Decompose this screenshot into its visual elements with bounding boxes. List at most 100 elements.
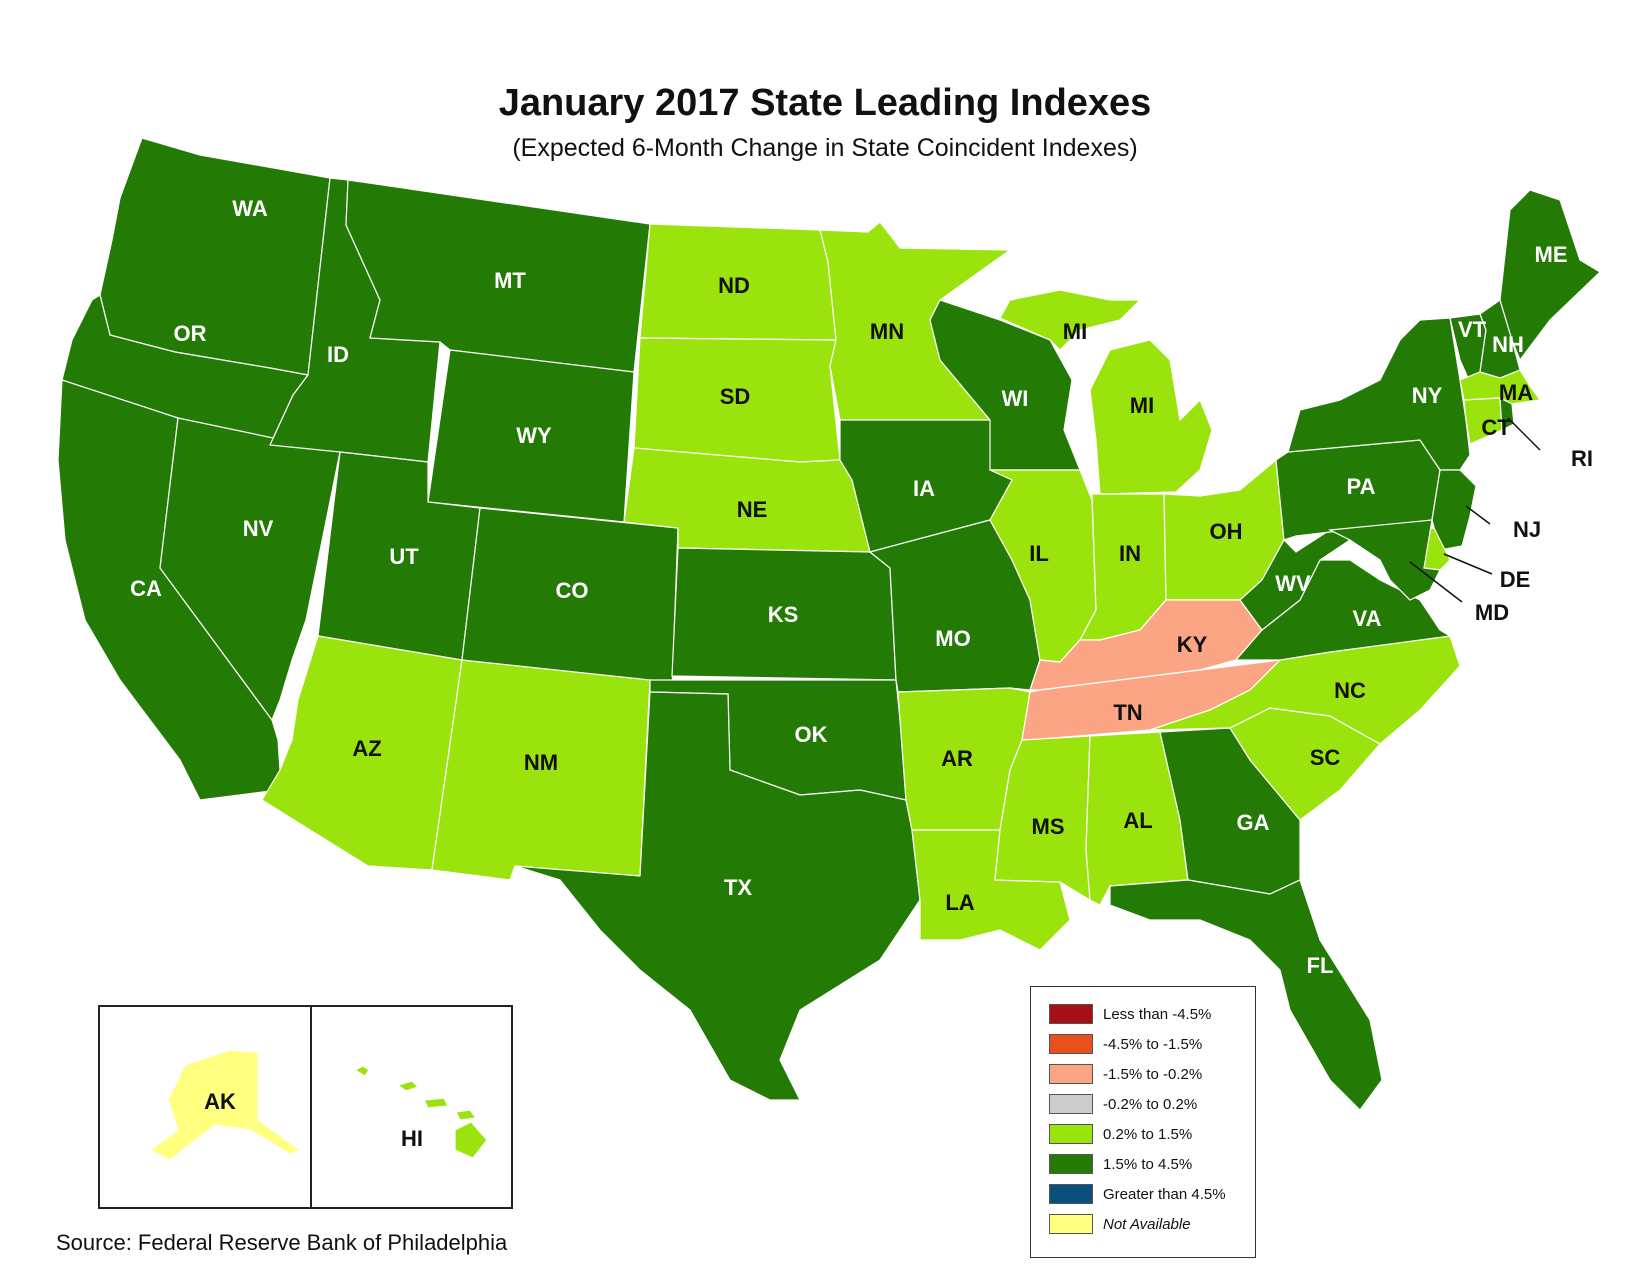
label-mt: MT [494, 268, 526, 293]
legend-swatch [1049, 1184, 1093, 1204]
inset-divider [310, 1005, 312, 1209]
state-me[interactable] [1499, 189, 1601, 362]
label-ok: OK [795, 722, 828, 747]
label-in: IN [1119, 541, 1141, 566]
label-mo: MO [935, 626, 970, 651]
label-or: OR [174, 321, 207, 346]
state-mt[interactable] [345, 179, 651, 373]
label-wa: WA [232, 196, 268, 221]
md-pointer-line [1409, 561, 1463, 603]
state-mi-lp[interactable] [1089, 339, 1213, 495]
label-nv: NV [243, 516, 274, 541]
label-ut: UT [389, 544, 419, 569]
legend-label: -4.5% to -1.5% [1103, 1035, 1203, 1053]
legend: Less than -4.5% -4.5% to -1.5% -1.5% to … [1030, 986, 1256, 1258]
label-ky: KY [1177, 632, 1208, 657]
label-va: VA [1353, 606, 1382, 631]
state-md[interactable] [1327, 519, 1441, 601]
label-fl: FL [1307, 953, 1334, 978]
label-wv: WV [1275, 571, 1311, 596]
legend-label: 1.5% to 4.5% [1103, 1155, 1193, 1173]
label-nc: NC [1334, 678, 1366, 703]
label-oh: OH [1210, 519, 1243, 544]
map-subtitle: (Expected 6-Month Change in State Coinci… [512, 134, 1138, 162]
label-ms: MS [1032, 814, 1065, 839]
label-wy: WY [516, 423, 552, 448]
de-pointer-line [1443, 553, 1493, 575]
legend-item: -1.5% to -0.2% [1031, 1059, 1255, 1089]
label-nd: ND [718, 273, 750, 298]
label-ak: AK [204, 1089, 236, 1114]
label-ca: CA [130, 576, 162, 601]
label-ma: MA [1499, 380, 1533, 405]
label-ny: NY [1412, 383, 1443, 408]
label-hi: HI [401, 1126, 423, 1151]
label-md: MD [1475, 600, 1509, 625]
state-tx[interactable] [514, 691, 921, 1101]
label-ks: KS [768, 602, 799, 627]
legend-swatch [1049, 1214, 1093, 1234]
legend-item: -0.2% to 0.2% [1031, 1089, 1255, 1119]
state-ct[interactable] [1463, 397, 1503, 445]
label-vt: VT [1458, 317, 1487, 342]
legend-label: Greater than 4.5% [1103, 1185, 1226, 1203]
label-il: IL [1029, 541, 1049, 566]
legend-item: 0.2% to 1.5% [1031, 1119, 1255, 1149]
label-wi: WI [1002, 386, 1029, 411]
state-hi-1[interactable] [353, 1065, 370, 1077]
label-ri: RI [1571, 446, 1593, 471]
label-tn: TN [1113, 700, 1142, 725]
label-az: AZ [352, 736, 381, 761]
map-title: January 2017 State Leading Indexes [498, 82, 1152, 124]
legend-label: 0.2% to 1.5% [1103, 1125, 1193, 1143]
legend-item: Less than -4.5% [1031, 999, 1255, 1029]
legend-label: -1.5% to -0.2% [1103, 1065, 1203, 1083]
label-ar: AR [941, 746, 973, 771]
label-ia: IA [913, 476, 935, 501]
label-me: ME [1535, 242, 1568, 267]
legend-item: -4.5% to -1.5% [1031, 1029, 1255, 1059]
ri-pointer-line [1507, 417, 1541, 451]
label-nm: NM [524, 750, 558, 775]
label-nh: NH [1492, 332, 1524, 357]
state-ak[interactable] [148, 1049, 302, 1161]
label-de: DE [1500, 567, 1531, 592]
label-ct: CT [1481, 415, 1511, 440]
legend-label: Less than -4.5% [1103, 1005, 1212, 1023]
alaska-hawaii-inset-frame [98, 1005, 513, 1209]
label-tx: TX [724, 875, 752, 900]
label-mi: MI [1130, 393, 1154, 418]
label-nj: NJ [1513, 517, 1541, 542]
state-hi-3[interactable] [423, 1097, 449, 1109]
legend-item: Not Available [1031, 1209, 1255, 1239]
legend-swatch [1049, 1034, 1093, 1054]
legend-swatch [1049, 1154, 1093, 1174]
legend-item: 1.5% to 4.5% [1031, 1149, 1255, 1179]
state-hi-2[interactable] [396, 1080, 420, 1092]
state-hi-5[interactable] [454, 1121, 488, 1159]
label-al: AL [1123, 808, 1152, 833]
label-ga: GA [1237, 810, 1270, 835]
label-sc: SC [1310, 745, 1341, 770]
label-mi-up: MI [1063, 319, 1087, 344]
source-note: Source: Federal Reserve Bank of Philadel… [56, 1230, 508, 1255]
legend-swatch [1049, 1004, 1093, 1024]
state-hi-4[interactable] [455, 1109, 478, 1121]
state-fl[interactable] [1109, 879, 1383, 1111]
nj-pointer-line [1465, 505, 1491, 525]
state-wa[interactable] [99, 137, 331, 376]
state-mi-up[interactable] [999, 289, 1142, 351]
label-pa: PA [1347, 474, 1376, 499]
state-nj[interactable] [1431, 469, 1477, 551]
legend-label: Not Available [1103, 1215, 1191, 1233]
legend-swatch [1049, 1064, 1093, 1084]
label-ne: NE [737, 497, 768, 522]
label-mn: MN [870, 319, 904, 344]
label-la: LA [945, 890, 974, 915]
state-nv[interactable] [159, 417, 341, 722]
state-wv[interactable] [1239, 529, 1352, 631]
legend-item: Greater than 4.5% [1031, 1179, 1255, 1209]
legend-swatch [1049, 1094, 1093, 1114]
legend-label: -0.2% to 0.2% [1103, 1095, 1198, 1113]
